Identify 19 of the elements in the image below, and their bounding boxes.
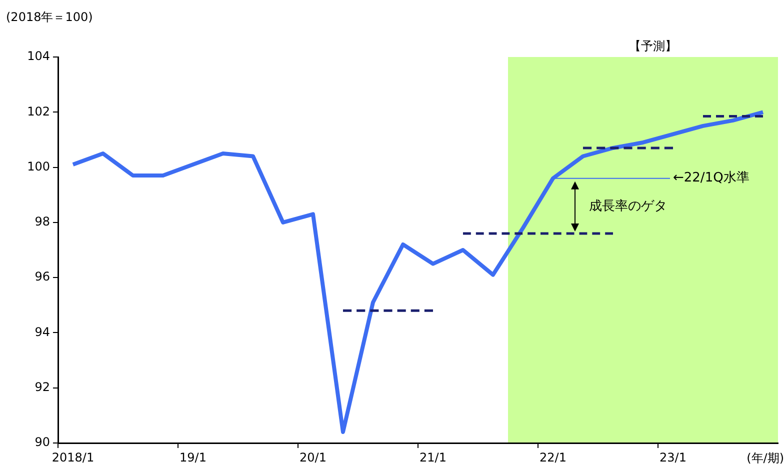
x-tick-label: 21/1 bbox=[420, 450, 446, 464]
annotation: 成長率のゲタ bbox=[589, 198, 667, 214]
x-tick-label: 22/1 bbox=[540, 450, 566, 464]
y-tick-label: 98 bbox=[34, 214, 50, 229]
x-tick-label: 19/1 bbox=[180, 450, 206, 464]
x-tick-label: 20/1 bbox=[300, 450, 326, 464]
y-tick-label: 90 bbox=[34, 435, 50, 450]
x-axis-title: (年/期) bbox=[746, 451, 784, 466]
y-axis-title: (2018年＝100) bbox=[6, 10, 93, 24]
y-tick-label: 92 bbox=[34, 380, 50, 394]
annotation: ←22/1Q水準 bbox=[673, 170, 750, 186]
y-tick-label: 94 bbox=[34, 324, 50, 339]
x-tick-label: 23/1 bbox=[660, 450, 686, 464]
y-tick-label: 102 bbox=[27, 104, 50, 118]
y-tick-label: 104 bbox=[27, 49, 50, 64]
text: 【予測】 bbox=[629, 39, 677, 54]
y-tick-label: 96 bbox=[34, 270, 50, 284]
x-tick-label: 2018/1 bbox=[52, 450, 94, 464]
y-tick-label: 100 bbox=[27, 159, 50, 174]
